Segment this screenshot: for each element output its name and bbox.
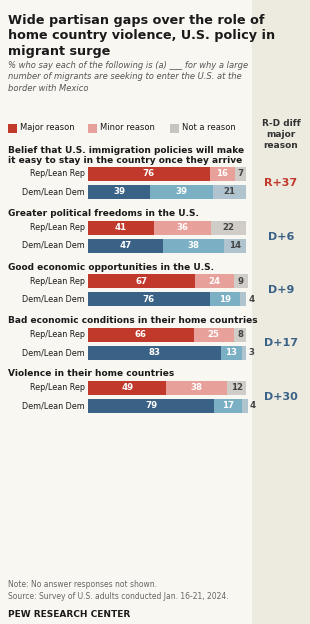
Bar xyxy=(88,399,215,413)
Text: 21: 21 xyxy=(224,187,236,197)
Text: 38: 38 xyxy=(188,241,200,250)
Bar xyxy=(224,238,246,253)
Bar xyxy=(234,328,246,341)
Text: PEW RESEARCH CENTER: PEW RESEARCH CENTER xyxy=(8,610,130,619)
Text: Rep/Lean Rep: Rep/Lean Rep xyxy=(30,384,85,392)
Bar xyxy=(163,238,224,253)
Text: Rep/Lean Rep: Rep/Lean Rep xyxy=(30,223,85,232)
Text: 3: 3 xyxy=(248,348,255,357)
Text: 24: 24 xyxy=(208,276,220,286)
Text: Greater political freedoms in the U.S.: Greater political freedoms in the U.S. xyxy=(8,209,199,218)
Text: 76: 76 xyxy=(143,295,155,303)
Text: 67: 67 xyxy=(135,276,148,286)
Bar xyxy=(88,185,150,199)
Text: % who say each of the following is (a) ___ for why a large
number of migrants ar: % who say each of the following is (a) _… xyxy=(8,61,248,93)
Bar xyxy=(221,346,241,359)
Text: Bad economic conditions in their home countries: Bad economic conditions in their home co… xyxy=(8,316,258,325)
Text: Dem/Lean Dem: Dem/Lean Dem xyxy=(22,401,85,411)
Text: Good economic opportunities in the U.S.: Good economic opportunities in the U.S. xyxy=(8,263,214,271)
Text: 14: 14 xyxy=(229,241,241,250)
Text: Rep/Lean Rep: Rep/Lean Rep xyxy=(30,276,85,286)
Text: Belief that U.S. immigration policies will make
it easy to stay in the country o: Belief that U.S. immigration policies wi… xyxy=(8,146,244,165)
Bar xyxy=(235,167,246,181)
Bar xyxy=(166,381,227,395)
Text: 39: 39 xyxy=(113,187,125,197)
Bar xyxy=(195,274,234,288)
Bar xyxy=(241,399,248,413)
Text: Rep/Lean Rep: Rep/Lean Rep xyxy=(30,170,85,178)
Bar xyxy=(88,292,210,306)
Bar xyxy=(215,399,241,413)
Text: 79: 79 xyxy=(145,401,157,411)
Text: Dem/Lean Dem: Dem/Lean Dem xyxy=(22,348,85,357)
Text: Dem/Lean Dem: Dem/Lean Dem xyxy=(22,241,85,250)
Bar xyxy=(211,220,246,235)
Text: 19: 19 xyxy=(219,295,231,303)
Text: 22: 22 xyxy=(223,223,235,232)
Text: Note: No answer responses not shown.
Source: Survey of U.S. adults conducted Jan: Note: No answer responses not shown. Sou… xyxy=(8,580,229,601)
Text: Violence in their home countries: Violence in their home countries xyxy=(8,369,174,379)
Text: 76: 76 xyxy=(143,170,155,178)
Bar xyxy=(213,185,246,199)
Text: 47: 47 xyxy=(119,241,132,250)
Text: 12: 12 xyxy=(231,384,243,392)
Text: Dem/Lean Dem: Dem/Lean Dem xyxy=(22,187,85,197)
Bar xyxy=(150,185,213,199)
Text: Dem/Lean Dem: Dem/Lean Dem xyxy=(22,295,85,303)
Bar xyxy=(194,328,234,341)
Text: R-D diff
major
reason: R-D diff major reason xyxy=(262,119,300,150)
Text: 66: 66 xyxy=(135,330,147,339)
Text: 13: 13 xyxy=(225,348,237,357)
Bar xyxy=(210,167,235,181)
Bar xyxy=(227,381,246,395)
Bar xyxy=(240,292,246,306)
Text: 83: 83 xyxy=(148,348,160,357)
Text: 36: 36 xyxy=(176,223,188,232)
Bar xyxy=(88,328,194,341)
Bar xyxy=(88,274,195,288)
Bar xyxy=(170,124,179,132)
Text: Rep/Lean Rep: Rep/Lean Rep xyxy=(30,330,85,339)
Text: 17: 17 xyxy=(222,401,234,411)
Bar xyxy=(252,0,310,624)
Text: D+9: D+9 xyxy=(268,285,294,295)
Bar xyxy=(153,220,211,235)
Bar xyxy=(88,167,210,181)
Text: 41: 41 xyxy=(115,223,127,232)
Text: 38: 38 xyxy=(191,384,203,392)
Bar xyxy=(88,346,221,359)
Text: 8: 8 xyxy=(237,330,243,339)
Text: 49: 49 xyxy=(121,384,133,392)
Text: Wide partisan gaps over the role of
home country violence, U.S. policy in
migran: Wide partisan gaps over the role of home… xyxy=(8,14,275,58)
Text: D+30: D+30 xyxy=(264,392,298,402)
Bar xyxy=(241,346,246,359)
Text: 4: 4 xyxy=(248,295,255,303)
Text: Major reason: Major reason xyxy=(20,124,75,132)
Text: D+6: D+6 xyxy=(268,232,294,241)
Text: 9: 9 xyxy=(238,276,244,286)
Bar xyxy=(8,124,17,132)
Text: 7: 7 xyxy=(238,170,244,178)
Bar xyxy=(88,238,163,253)
Text: 25: 25 xyxy=(208,330,219,339)
Bar xyxy=(210,292,240,306)
Bar xyxy=(234,274,248,288)
Text: Not a reason: Not a reason xyxy=(182,124,236,132)
Bar xyxy=(88,220,153,235)
Bar xyxy=(88,124,97,132)
Bar xyxy=(88,381,166,395)
Text: 39: 39 xyxy=(175,187,188,197)
Text: Minor reason: Minor reason xyxy=(100,124,155,132)
Text: R+37: R+37 xyxy=(264,178,298,188)
Text: D+17: D+17 xyxy=(264,338,298,348)
Text: 16: 16 xyxy=(216,170,228,178)
Text: 4: 4 xyxy=(250,401,256,411)
